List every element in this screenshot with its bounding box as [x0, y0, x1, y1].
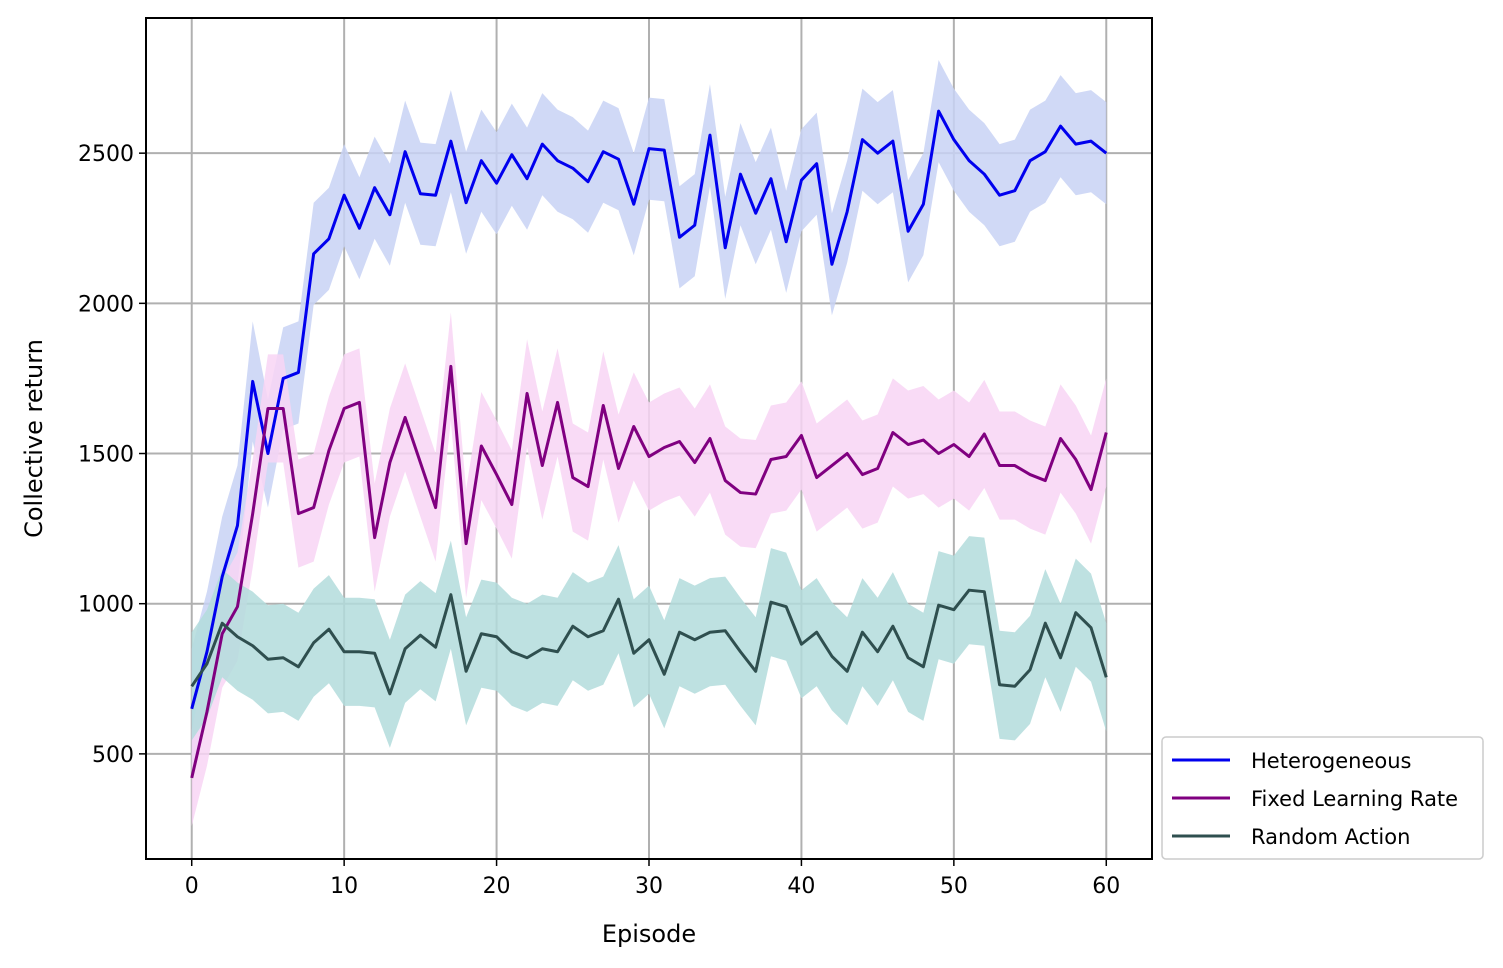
x-ticks: 0 10 20 30 40 50 60 — [185, 859, 1120, 899]
y-tick-label: 2500 — [78, 142, 134, 167]
series-lines — [190, 109, 1108, 779]
legend: Heterogeneous Fixed Learning Rate Random A… — [1161, 736, 1484, 860]
legend-label: Fixed Learning Rate — [1251, 787, 1458, 811]
x-tick-label: 0 — [185, 874, 199, 899]
series-band-1 — [191, 312, 1107, 826]
x-tick-label: 40 — [787, 874, 815, 899]
x-tick-label: 30 — [635, 874, 663, 899]
series-line-1 — [190, 364, 1108, 779]
y-tick-label: 2000 — [78, 292, 134, 317]
y-tick-label: 1500 — [78, 443, 134, 468]
y-tick-label: 500 — [92, 743, 134, 768]
x-tick-label: 50 — [940, 874, 968, 899]
x-axis-label: Episode — [602, 920, 696, 948]
legend-box — [1161, 736, 1484, 860]
y-ticks: 500 1000 1500 2000 2500 — [78, 142, 146, 768]
y-axis-label: Collective return — [20, 339, 48, 538]
series-band-0 — [191, 60, 1107, 769]
legend-label: Heterogeneous — [1251, 749, 1411, 773]
series-line-2 — [190, 588, 1108, 696]
x-tick-label: 60 — [1092, 874, 1120, 899]
y-tick-label: 1000 — [78, 593, 134, 618]
x-tick-label: 10 — [330, 874, 358, 899]
legend-label: Random Action — [1251, 825, 1410, 849]
x-tick-label: 20 — [483, 874, 511, 899]
series-line-0 — [190, 109, 1108, 710]
